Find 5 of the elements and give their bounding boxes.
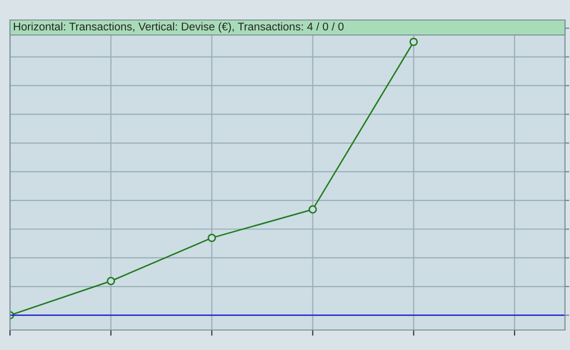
point xyxy=(106,276,116,286)
chart-title: Horizontal: Transactions, Vertical: Devise (€), Transactions: 4 / 0 / 0 xyxy=(14,22,344,33)
point xyxy=(409,38,418,46)
point xyxy=(208,234,216,242)
point xyxy=(308,205,317,214)
